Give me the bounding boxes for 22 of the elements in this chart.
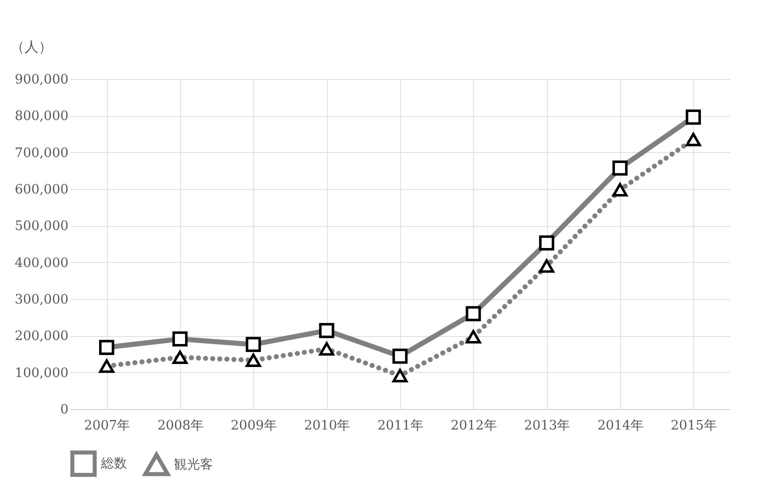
y-tick-label: 100,000 — [14, 366, 68, 381]
x-tick-label: 2009年 — [230, 418, 277, 434]
x-tick-label: 2012年 — [450, 418, 497, 434]
x-tick-label: 2011年 — [377, 418, 424, 434]
legend-label: 総数 — [100, 456, 127, 472]
x-tick-label: 2014年 — [597, 418, 644, 434]
x-tick-label: 2013年 — [524, 418, 570, 434]
x-tick-label: 2007年 — [84, 418, 130, 434]
y-tick-label: 600,000 — [14, 182, 68, 198]
x-tick-label: 2008年 — [157, 418, 204, 434]
y-tick-label: 200,000 — [14, 329, 68, 344]
x-tick-label: 2010年 — [304, 418, 350, 434]
y-tick-label: 400,000 — [14, 256, 68, 271]
x-tick-label: 2015年 — [670, 418, 717, 434]
legend-label: 観光客 — [174, 456, 213, 472]
y-tick-label: 700,000 — [14, 146, 68, 161]
y-tick-label: 500,000 — [14, 219, 68, 234]
y-tick-label: 0 — [60, 402, 68, 418]
y-tick-label: 900,000 — [14, 72, 68, 88]
y-axis-title: （人） — [10, 40, 52, 56]
y-tick-label: 800,000 — [14, 109, 68, 124]
y-tick-label: 300,000 — [14, 292, 68, 308]
